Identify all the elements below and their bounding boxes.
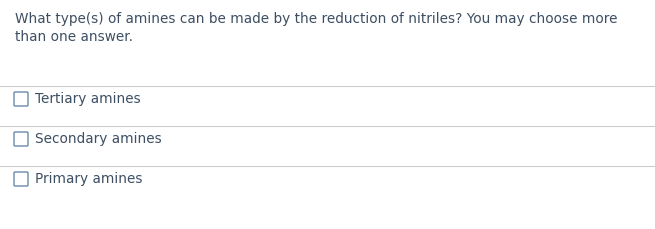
FancyBboxPatch shape bbox=[14, 172, 28, 186]
FancyBboxPatch shape bbox=[14, 93, 28, 106]
Text: What type(s) of amines can be made by the reduction of nitriles? You may choose : What type(s) of amines can be made by th… bbox=[15, 12, 618, 26]
Text: Tertiary amines: Tertiary amines bbox=[35, 92, 141, 106]
Text: than one answer.: than one answer. bbox=[15, 30, 133, 44]
Text: Secondary amines: Secondary amines bbox=[35, 131, 162, 145]
FancyBboxPatch shape bbox=[14, 132, 28, 146]
Text: Primary amines: Primary amines bbox=[35, 171, 143, 185]
